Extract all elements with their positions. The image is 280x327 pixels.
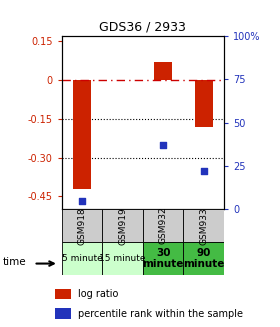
Text: GSM918: GSM918 (77, 207, 87, 245)
Bar (62, 209, 102, 242)
Text: 5 minute: 5 minute (62, 254, 102, 263)
Text: time: time (3, 257, 26, 267)
Bar (62, 242, 102, 275)
Text: GSM919: GSM919 (118, 207, 127, 245)
Text: 15 minute: 15 minute (99, 254, 146, 263)
Point (161, 143, 165, 148)
Bar (143, 242, 183, 275)
Bar (154, 62, 172, 80)
Bar (73, 80, 91, 189)
Bar (195, 80, 213, 127)
Point (80, 198, 84, 203)
Bar (55, 308, 71, 318)
Text: GSM933: GSM933 (199, 207, 208, 245)
Bar (183, 242, 224, 275)
Text: percentile rank within the sample: percentile rank within the sample (78, 309, 243, 318)
Point (201, 168, 206, 174)
Bar (143, 209, 183, 242)
Text: log ratio: log ratio (78, 289, 118, 300)
Text: 30
minute: 30 minute (143, 248, 184, 269)
Bar (102, 209, 143, 242)
Text: 90
minute: 90 minute (183, 248, 224, 269)
Bar (183, 209, 224, 242)
Bar (102, 242, 143, 275)
Bar (55, 289, 71, 300)
Text: GSM932: GSM932 (158, 207, 168, 245)
Title: GDS36 / 2933: GDS36 / 2933 (99, 20, 186, 33)
